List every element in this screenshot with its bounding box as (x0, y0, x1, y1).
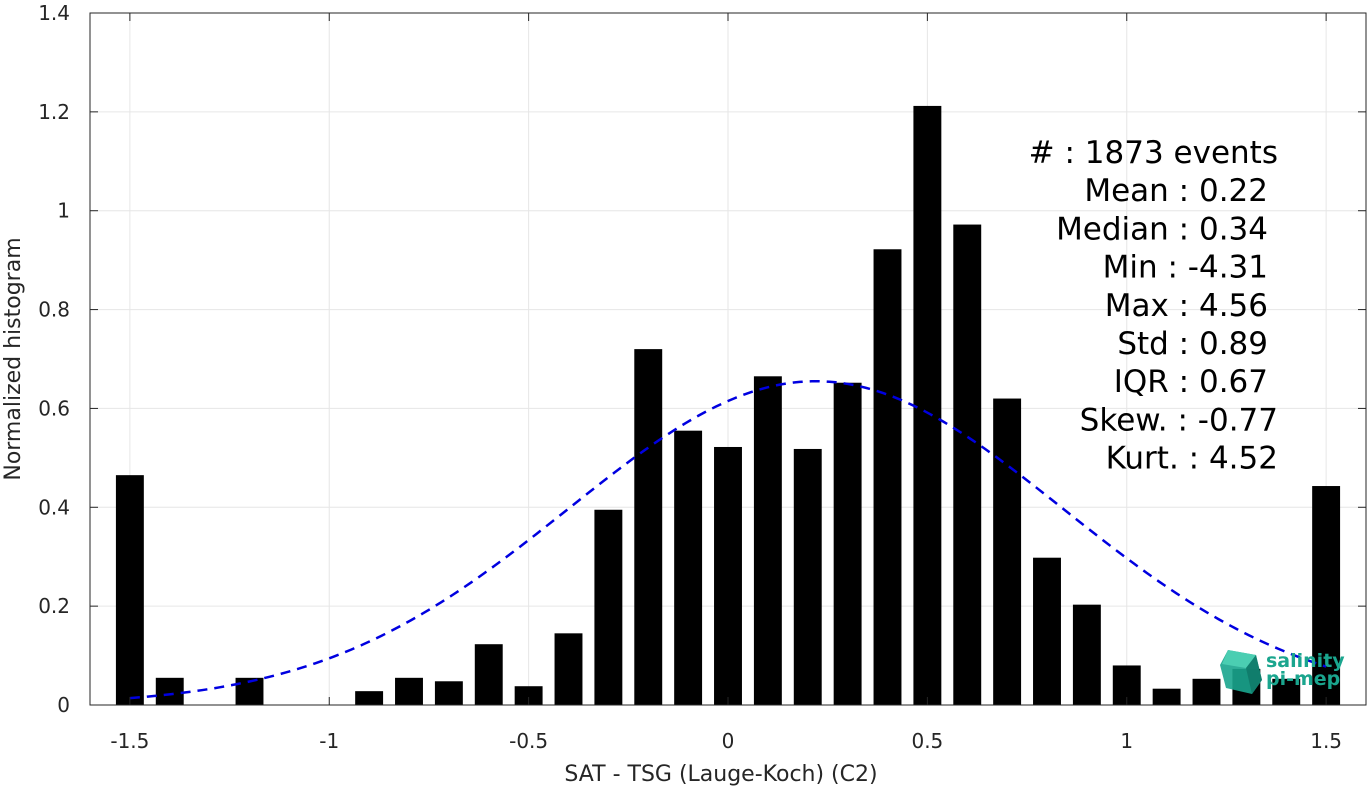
y-tick-labels: 0 0.2 0.4 0.6 0.8 1 1.2 1.4 (38, 1, 70, 717)
x-tick-label: 1.5 (1310, 729, 1342, 753)
y-tick-label: 0.2 (38, 594, 70, 618)
y-tick-label: 1 (57, 199, 70, 223)
histogram-bar (1033, 557, 1061, 705)
stat-line: Median : 0.34 (1056, 211, 1268, 247)
histogram-bars (115, 105, 1341, 706)
histogram-bar (115, 475, 144, 705)
stat-line: Min : -4.31 (1103, 250, 1268, 286)
stat-line: Max : 4.56 (1105, 288, 1268, 324)
histogram-bar (953, 224, 982, 705)
histogram-bar (594, 509, 623, 705)
x-tick-label: -0.5 (509, 729, 548, 753)
axis-ticks (90, 12, 1366, 706)
histogram-bar (1072, 604, 1101, 705)
y-tick-label: 1.2 (38, 100, 70, 124)
x-tick-label: 0.5 (911, 729, 943, 753)
y-tick-label: 0.8 (38, 298, 70, 322)
histogram-bar (355, 691, 384, 705)
logo-line1: salinity (1266, 650, 1345, 672)
histogram-bar (474, 644, 503, 705)
histogram-bar (753, 376, 782, 705)
stat-line: Std : 0.89 (1117, 326, 1268, 362)
y-tick-label: 0.4 (38, 495, 70, 519)
y-axis-label: Normalized histogram (1, 237, 26, 480)
stat-line: IQR : 0.67 (1114, 364, 1268, 400)
stat-line: Mean : 0.22 (1084, 173, 1268, 209)
stat-line: # : 1873 events (1029, 135, 1278, 171)
y-tick-label: 1.4 (38, 1, 70, 25)
histogram-bar (1312, 486, 1341, 705)
histogram-bar (1272, 678, 1301, 705)
histogram-bar (793, 448, 822, 705)
histogram-bar (714, 446, 742, 705)
salinity-pimep-logo: salinity pi-mep (1220, 650, 1345, 694)
x-tick-label: -1 (319, 729, 339, 753)
histogram-bar (634, 349, 663, 705)
x-tick-labels: -1.5 -1 -0.5 0 0.5 1 1.5 (110, 729, 1342, 753)
x-axis-label: SAT - TSG (Lauge-Koch) (C2) (564, 762, 877, 787)
y-tick-label: 0.6 (38, 396, 70, 420)
histogram-bar (554, 633, 583, 705)
histogram-bar (833, 382, 862, 705)
histogram-bar (913, 105, 942, 705)
cube-logo-icon (1220, 650, 1262, 694)
logo-line2: pi-mep (1266, 668, 1340, 690)
histogram-bar (674, 430, 703, 705)
histogram-bar (1152, 688, 1181, 705)
x-tick-label: 0 (722, 729, 735, 753)
histogram-bar (395, 677, 423, 705)
stat-line: Skew. : -0.77 (1080, 402, 1278, 438)
gaussian-fit-curve (129, 379, 1327, 700)
y-tick-label: 0 (57, 693, 70, 717)
stat-line: Kurt. : 4.52 (1106, 441, 1278, 477)
x-tick-label: -1.5 (110, 729, 149, 753)
histogram-bar (993, 398, 1022, 705)
histogram-bar (1192, 678, 1221, 705)
histogram-bar (514, 686, 543, 705)
histogram-bar (434, 681, 463, 705)
x-tick-label: 1 (1120, 729, 1133, 753)
histogram-bar (873, 249, 902, 706)
histogram-bar (155, 677, 184, 705)
